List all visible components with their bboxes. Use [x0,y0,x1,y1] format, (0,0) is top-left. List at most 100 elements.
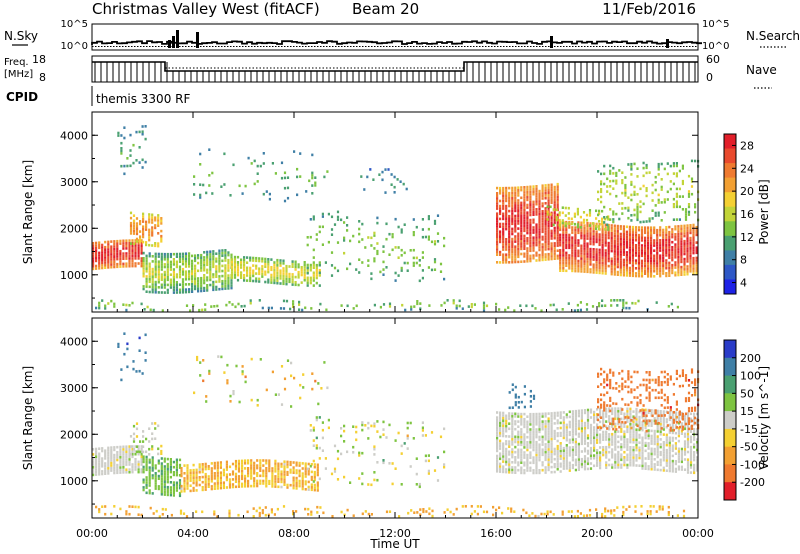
power-cell [553,188,556,191]
power-cell [610,237,613,240]
power-cell [110,299,113,303]
velocity-cell [151,445,154,448]
velocity-cell [186,482,189,485]
velocity-cell [166,475,169,479]
velocity-cell [256,474,259,478]
velocity-cell [160,462,163,465]
power-cell [610,242,613,245]
power-cell [523,229,526,233]
power-cell [364,246,367,249]
velocity-cell [613,509,616,512]
power-cell [188,277,191,281]
power-cell [677,263,680,267]
power-cell [650,269,653,273]
power-cell [227,266,230,270]
velocity-cell [307,462,310,466]
power-cell [680,250,683,253]
power-cell [233,255,237,259]
power-cell [206,258,209,261]
power-cell [571,269,574,273]
power-cell [692,269,695,273]
velocity-cell [498,506,501,509]
power-cell [529,241,532,245]
power-cell [576,207,579,211]
power-cell [343,251,346,255]
velocity-cell [532,456,535,459]
velocity-cell [547,466,550,469]
velocity-cell [394,467,397,470]
power-cell [505,217,508,221]
power-cell [514,248,517,251]
power-cell [553,244,556,248]
power-cell [612,210,615,213]
power-cell [285,277,288,281]
velocity-cell [192,471,195,474]
velocity-cell [547,419,550,423]
power-cell [123,126,126,129]
velocity-cell [538,430,541,434]
velocity-cell [283,468,286,471]
velocity-cell [122,455,125,459]
velocity-cell [562,457,565,460]
power-cell [511,209,514,213]
power-cell [504,308,507,312]
velocity-cell [455,507,458,511]
velocity-cell [137,463,140,466]
velocity-cell [520,435,523,439]
power-cell [237,302,240,306]
power-cell [674,248,677,251]
power-cell [546,210,549,214]
velocity-cell [443,465,446,469]
power-cell [224,287,227,290]
power-cell [427,227,430,231]
velocity-cell [589,423,593,427]
velocity-cell [151,458,154,462]
velocity-cell [250,472,253,475]
velocity-cell [129,452,133,456]
velocity-cell [145,437,148,441]
power-cell [157,273,160,276]
power-cell [505,192,508,195]
power-cell [160,286,163,289]
power-cell [613,232,616,235]
power-cell [508,217,511,221]
power-cell [206,289,209,292]
velocity-cell [225,473,228,476]
velocity-cell [565,456,568,460]
power-cell [565,243,568,247]
velocity-cell [589,439,593,442]
power-cell [523,196,526,199]
power-cell [315,238,318,241]
power-cell [178,288,182,292]
power-cell [580,231,583,235]
power-cell [657,198,660,202]
power-cell [197,261,200,265]
power-cell [141,125,144,128]
velocity-cell [406,447,409,450]
power-cell [580,221,583,225]
power-cell [585,303,589,306]
velocity-cell [505,422,508,425]
power-cell [562,259,565,262]
velocity-cell [262,464,265,467]
power-cell [376,216,379,220]
velocity-cell [316,473,319,477]
power-cell [662,228,665,232]
power-colorbar-tick-label: 24 [740,162,754,175]
power-cell [647,249,650,252]
power-cell [122,247,125,250]
velocity-cell [559,452,562,455]
power-cell [580,234,583,237]
velocity-cell [259,464,262,467]
power-cell [535,231,538,234]
power-cell [612,166,615,170]
power-cell [634,228,638,232]
power-cell [496,220,499,223]
power-cell [496,243,499,246]
velocity-cell [256,404,259,407]
power-cell [116,245,119,248]
power-cell [665,228,668,232]
velocity-cell [202,379,205,383]
power-cell [203,256,206,259]
power-cell [370,272,373,275]
